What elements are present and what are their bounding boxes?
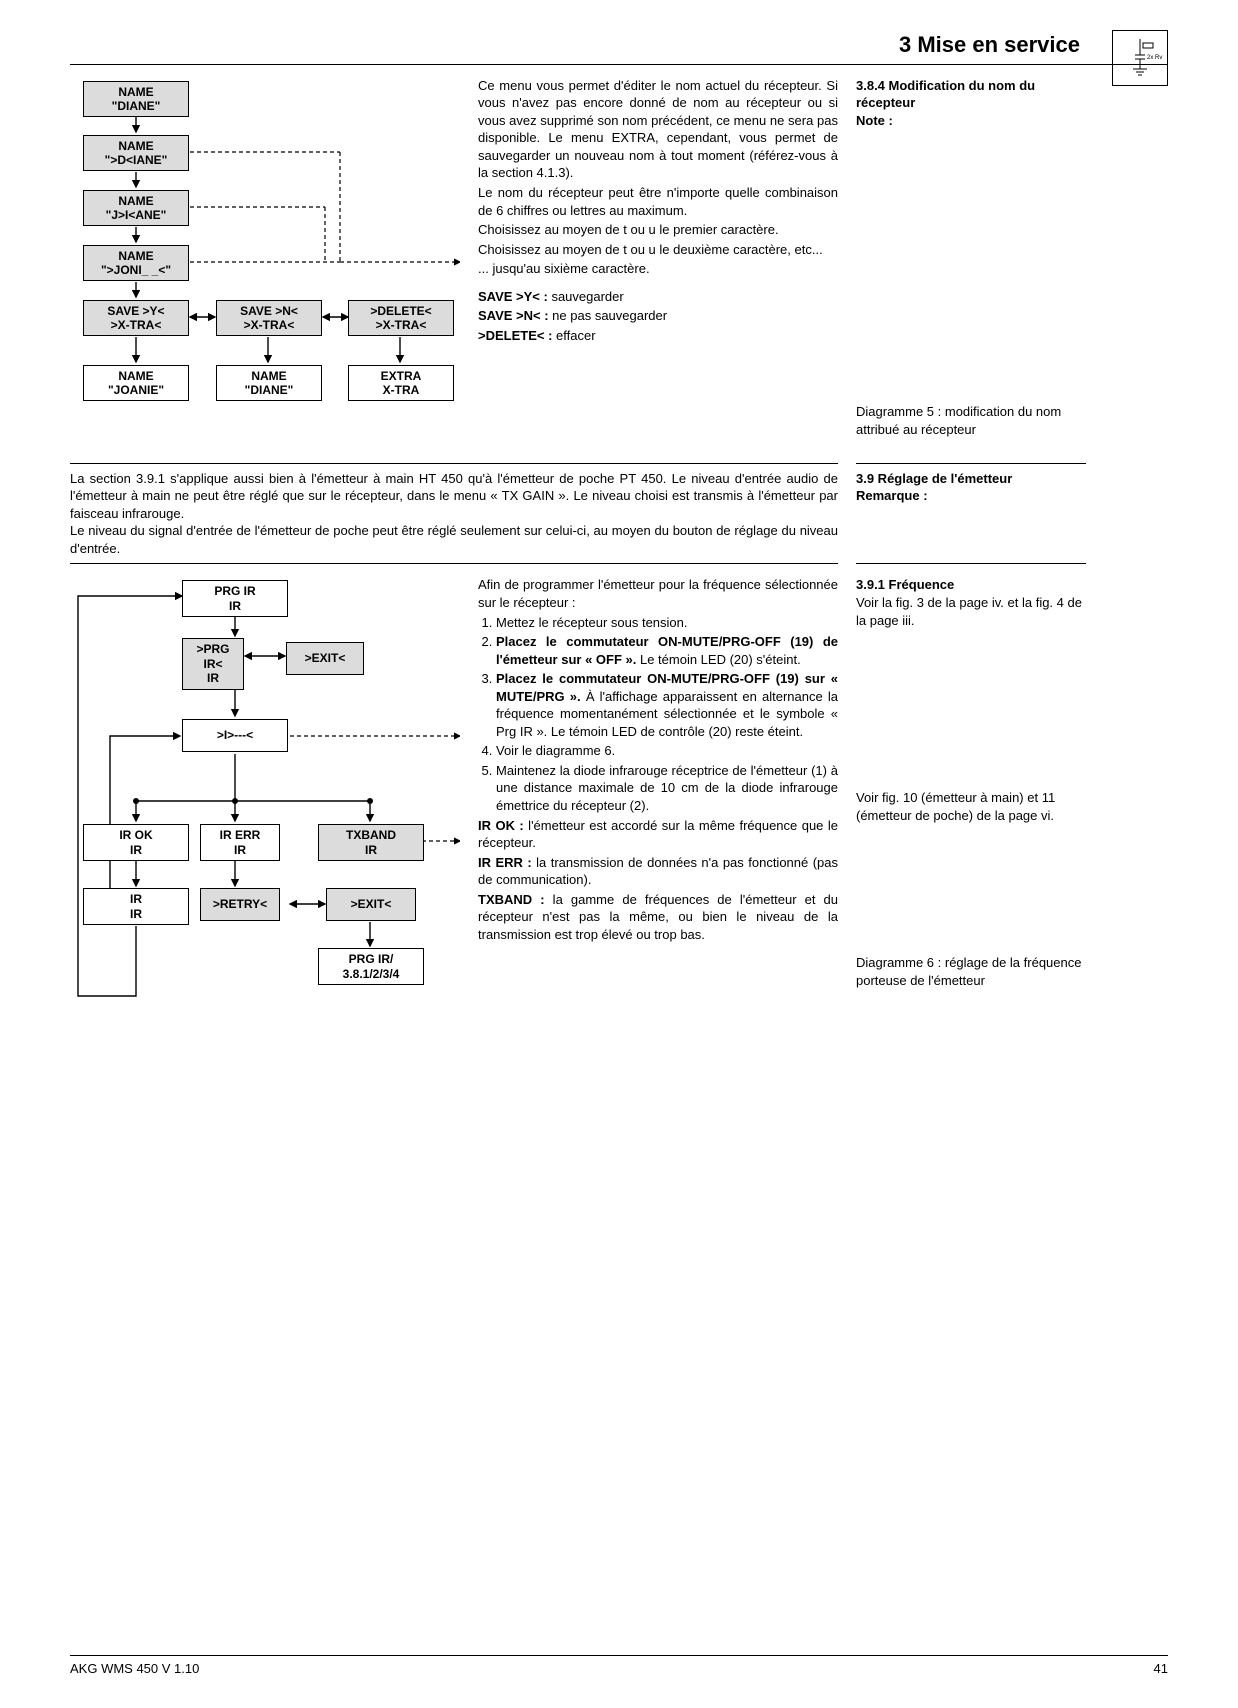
page-number: 41 [1154, 1660, 1168, 1678]
flow-box: >EXIT< [326, 888, 416, 920]
flow-box: EXTRAX-TRA [348, 365, 454, 402]
svg-text:2x Rv: 2x Rv [1147, 55, 1162, 61]
section-title: 3 Mise en service [899, 30, 1080, 60]
flow-box: TXBANDIR [318, 824, 424, 861]
flow-box: PRG IR/3.8.1/2/3/4 [318, 948, 424, 985]
text-391: Afin de programmer l'émetteur pour la fr… [478, 576, 838, 1016]
flow-box: NAME">JONI_ _<" [83, 245, 189, 282]
note-39: La section 3.9.1 s'applique aussi bien à… [70, 463, 838, 565]
flow-box: IR ERRIR [200, 824, 280, 861]
sidebar-39: 3.9 Réglage de l'émetteur Remarque : [856, 463, 1086, 565]
flow-box: NAME"JOANIE" [83, 365, 189, 402]
diagram5-caption: Diagramme 5 : modification du nom attrib… [856, 403, 1086, 438]
flow-box: >RETRY< [200, 888, 280, 920]
flow-box: IRIR [83, 888, 189, 925]
text-384: Ce menu vous permet d'éditer le nom actu… [478, 77, 838, 457]
flow-box: IR OKIR [83, 824, 189, 861]
flow-box: >I>---< [182, 719, 288, 751]
flow-box: >EXIT< [286, 642, 364, 674]
footer-model: AKG WMS 450 V 1.10 [70, 1660, 199, 1678]
flow-box: >PRG IR<IR [182, 638, 244, 689]
diagram-5: NAME"DIANE" NAME">D<IANE" NAME"J>I<ANE" … [70, 77, 460, 457]
sidebar-384: 3.8.4 Modification du nom du récepteur N… [856, 77, 1086, 457]
flow-box: SAVE >N<>X-TRA< [216, 300, 322, 337]
diagram6-caption: Diagramme 6 : réglage de la fréquence po… [856, 954, 1086, 989]
diagram-6: PRG IRIR >PRG IR<IR >EXIT< >I>---< IR OK… [70, 576, 460, 1016]
flow-box: NAME"DIANE" [83, 81, 189, 118]
flow-box: >DELETE<>X-TRA< [348, 300, 454, 337]
flow-box: NAME"J>I<ANE" [83, 190, 189, 227]
header-schematic-icon: 2x Rv [1112, 30, 1168, 86]
sidebar-391: 3.9.1 Fréquence Voir la fig. 3 de la pag… [856, 576, 1086, 1016]
flow-box: NAME"DIANE" [216, 365, 322, 402]
flow-box: NAME">D<IANE" [83, 135, 189, 172]
flow-box: SAVE >Y<>X-TRA< [83, 300, 189, 337]
flow-box: PRG IRIR [182, 580, 288, 617]
